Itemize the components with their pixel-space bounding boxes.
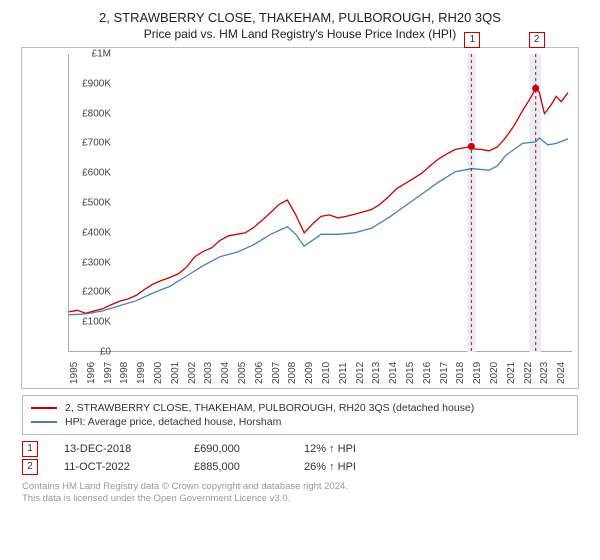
x-axis-label: 2000 [153, 362, 164, 384]
x-axis-label: 2018 [455, 362, 466, 384]
x-axis-label: 2001 [170, 362, 181, 384]
series-line [69, 138, 568, 315]
y-axis-label: £0 [69, 347, 111, 358]
datapoint-date: 13-DEC-2018 [64, 443, 194, 455]
datapoint-badge: 1 [22, 441, 38, 457]
x-axis-label: 2003 [203, 362, 214, 384]
legend: 2, STRAWBERRY CLOSE, THAKEHAM, PULBOROUG… [22, 395, 578, 435]
y-axis-label: £500K [69, 198, 111, 209]
footnote-line: Contains HM Land Registry data © Crown c… [22, 481, 578, 493]
y-axis-label: £200K [69, 287, 111, 298]
marker-label: 2 [529, 32, 545, 48]
marker-label: 1 [464, 32, 480, 48]
x-axis-label: 1997 [103, 362, 114, 384]
shaded-band [529, 54, 541, 352]
datapoint-delta: 12% ↑ HPI [304, 443, 356, 455]
x-axis-label: 2009 [304, 362, 315, 384]
x-axis-label: 2011 [338, 362, 349, 384]
legend-text: 2, STRAWBERRY CLOSE, THAKEHAM, PULBOROUG… [65, 402, 474, 414]
x-axis-label: 2019 [472, 362, 483, 384]
legend-swatch [31, 407, 57, 409]
legend-text: HPI: Average price, detached house, Hors… [65, 416, 281, 428]
x-axis-label: 2012 [355, 362, 366, 384]
x-axis-label: 2010 [321, 362, 332, 384]
x-axis-label: 2015 [405, 362, 416, 384]
x-axis-label: 2024 [556, 362, 567, 384]
datapoint-date: 11-OCT-2022 [64, 461, 194, 473]
footnote-line: This data is licensed under the Open Gov… [22, 493, 578, 505]
y-axis-label: £900K [69, 78, 111, 89]
datapoints: 1 13-DEC-2018£690,00012% ↑ HPI 2 11-OCT-202… [22, 441, 578, 475]
x-axis-label: 2020 [489, 362, 500, 384]
legend-item: 2, STRAWBERRY CLOSE, THAKEHAM, PULBOROUG… [31, 402, 569, 414]
x-axis-label: 2006 [254, 362, 265, 384]
y-axis-label: £800K [69, 108, 111, 119]
plot-region: £0£100K£200K£300K£400K£500K£600K£700K£80… [68, 54, 572, 352]
datapoint-badge: 2 [22, 459, 38, 475]
x-axis-label: 2021 [506, 362, 517, 384]
x-axis-label: 1996 [86, 362, 97, 384]
x-axis-label: 2008 [287, 362, 298, 384]
datapoint-price: £885,000 [194, 461, 304, 473]
datapoint-row: 1 13-DEC-2018£690,00012% ↑ HPI [22, 441, 578, 457]
y-axis-label: £600K [69, 168, 111, 179]
chart-title: 2, STRAWBERRY CLOSE, THAKEHAM, PULBOROUG… [14, 10, 586, 25]
chart-area: £0 £100K £200K £300K £400K £500K £600K £700K £80… [21, 47, 579, 389]
series-line [69, 88, 568, 313]
footnote: Contains HM Land Registry data © Crown c… [22, 481, 578, 506]
x-axis-label: 2005 [237, 362, 248, 384]
x-axis-label: 2016 [422, 362, 433, 384]
x-axis-label: 1995 [69, 362, 80, 384]
x-axis-label: 2017 [439, 362, 450, 384]
x-axis-label: 2007 [271, 362, 282, 384]
y-axis-label: £100K [69, 317, 111, 328]
x-axis-label: 2014 [388, 362, 399, 384]
y-axis-label: £700K [69, 138, 111, 149]
plot-svg [69, 54, 572, 351]
datapoint-row: 2 11-OCT-2022£885,00026% ↑ HPI [22, 459, 578, 475]
marker-point [468, 143, 475, 150]
chart-subtitle: Price paid vs. HM Land Registry's House … [14, 27, 586, 41]
legend-swatch [31, 421, 57, 423]
x-axis-label: 2022 [523, 362, 534, 384]
x-axis-label: 2002 [187, 362, 198, 384]
marker-point [532, 85, 539, 92]
x-axis-label: 2023 [539, 362, 550, 384]
legend-item: HPI: Average price, detached house, Hors… [31, 416, 569, 428]
x-axis-label: 1998 [119, 362, 130, 384]
datapoint-price: £690,000 [194, 443, 304, 455]
datapoint-delta: 26% ↑ HPI [304, 461, 356, 473]
x-axis-label: 2004 [220, 362, 231, 384]
x-axis-label: 2013 [371, 362, 382, 384]
y-axis-label: £400K [69, 227, 111, 238]
x-axis-label: 1999 [136, 362, 147, 384]
y-axis-label: £1M [69, 49, 111, 60]
y-axis-label: £300K [69, 257, 111, 268]
